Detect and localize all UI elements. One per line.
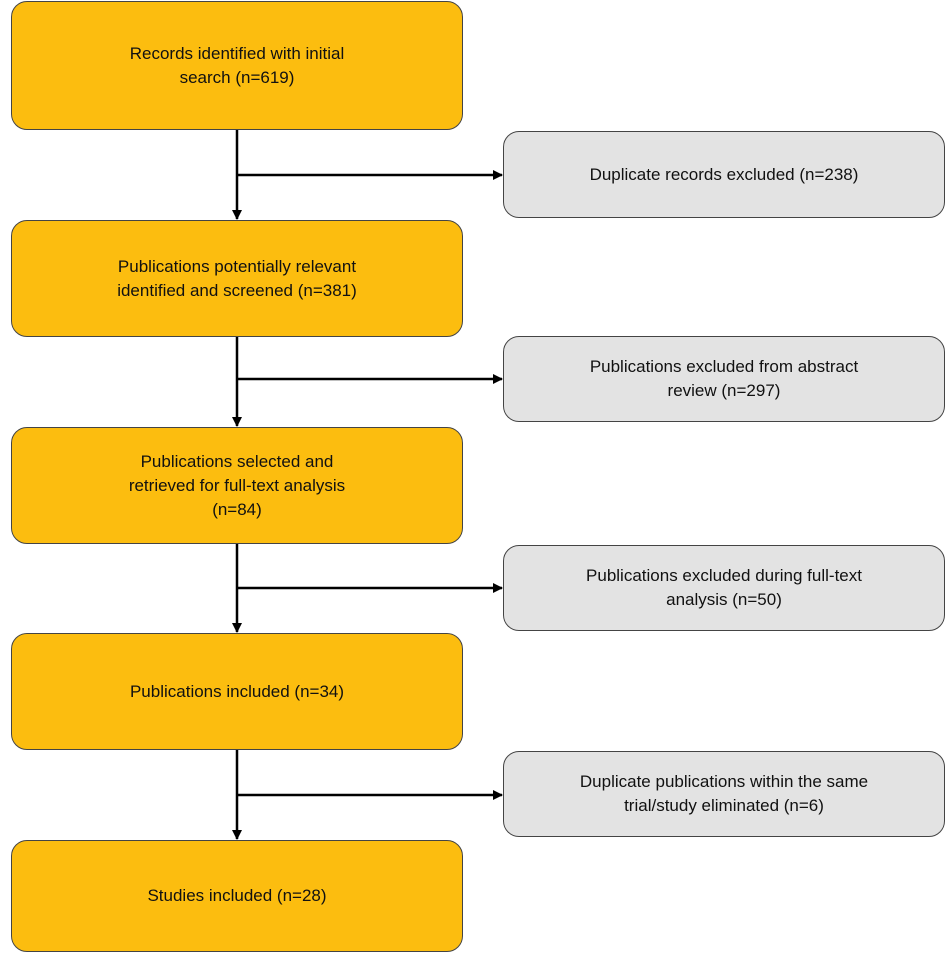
box-duplicate-records-excluded: Duplicate records excluded (n=238) — [503, 131, 945, 218]
box-excluded-full-text: Publications excluded during full-text a… — [503, 545, 945, 631]
box-text: Publications excluded during full-text a… — [586, 566, 862, 609]
box-publications-included: Publications included (n=34) — [11, 633, 463, 750]
box-studies-included: Studies included (n=28) — [11, 840, 463, 952]
box-text: Records identified with initial search (… — [129, 43, 345, 87]
box-publications-screened: Publications potentially relevant identi… — [11, 220, 463, 337]
box-text: Duplicate records excluded (n=238) — [589, 164, 859, 184]
box-duplicate-publications-eliminated: Duplicate publications within the same t… — [503, 751, 945, 837]
box-records-identified: Records identified with initial search (… — [11, 1, 463, 130]
box-text: Publications selected and retrieved for … — [128, 451, 346, 519]
box-publications-full-text: Publications selected and retrieved for … — [11, 427, 463, 544]
box-text: Duplicate publications within the same t… — [579, 772, 869, 815]
box-excluded-abstract-review: Publications excluded from abstract revi… — [503, 336, 945, 422]
box-text: Publications included (n=34) — [129, 681, 345, 701]
box-text: Publications excluded from abstract revi… — [589, 357, 859, 400]
box-text: Publications potentially relevant identi… — [117, 256, 357, 300]
box-text: Studies included (n=28) — [147, 886, 327, 905]
